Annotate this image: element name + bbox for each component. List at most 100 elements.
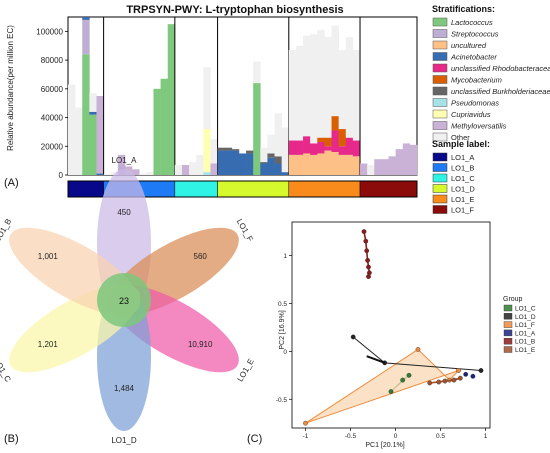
sample-strip-frame xyxy=(67,180,418,198)
sample-group-strip xyxy=(217,180,290,198)
x-tick-label: -1 xyxy=(303,433,309,440)
legend-swatch xyxy=(432,109,448,119)
bar-segment xyxy=(110,172,119,175)
y-axis-label: Relative abundance(per million EC) xyxy=(6,25,15,151)
sample-group-strip xyxy=(67,180,104,198)
bar-segment xyxy=(324,150,332,175)
bar-segment xyxy=(345,37,354,138)
data-point xyxy=(388,389,394,394)
sample-entry: LO1_B xyxy=(451,164,474,173)
bar-segment xyxy=(274,163,282,175)
bar-segment xyxy=(203,172,211,175)
data-point xyxy=(470,373,476,379)
bar-segment xyxy=(238,153,247,175)
bar-segment xyxy=(203,67,211,130)
bar-segment xyxy=(196,154,204,175)
bar-segment xyxy=(231,150,240,175)
bar-segment xyxy=(174,164,183,175)
bar-segment xyxy=(82,19,90,55)
data-point xyxy=(365,257,370,263)
venn-core-count: 23 xyxy=(119,296,129,306)
x-tick-label: 0.5 xyxy=(436,433,445,440)
bar-segment xyxy=(89,93,97,112)
legend-swatch xyxy=(432,75,448,84)
sample-label-title: Sample label: xyxy=(432,139,490,149)
bar-segment xyxy=(409,144,418,175)
legend-entry: Cupriavidus xyxy=(451,110,491,119)
legend-swatch xyxy=(503,304,513,312)
legend-entry: Other xyxy=(451,133,470,142)
legend-swatch xyxy=(432,63,448,73)
pca-plot-area: -1 -0.5 0 0.5 1 -0.5 0 0.5 1 xyxy=(276,221,491,440)
legend-swatch xyxy=(503,346,513,353)
bar-segment xyxy=(189,162,197,175)
panel-label: (C) xyxy=(247,433,262,445)
bar-segment xyxy=(246,150,254,154)
data-point xyxy=(427,380,433,386)
bar-segment xyxy=(274,113,282,157)
legend-entry: unclassified Burkholderiaceae xyxy=(451,87,550,96)
legend-swatch xyxy=(432,29,448,38)
bar-segment xyxy=(132,169,140,175)
y-tick-label: 0.5 xyxy=(278,301,287,308)
sample-entry: LO1_A xyxy=(451,153,474,162)
legend-entry: Methyloversatilis xyxy=(451,122,507,131)
bar-segment xyxy=(303,136,311,154)
panel-label: (B) xyxy=(4,433,19,445)
y-tick-label: 1 xyxy=(283,253,287,260)
bar-segment xyxy=(303,153,311,175)
bar-segment xyxy=(295,45,304,141)
bar-segment xyxy=(217,147,225,151)
bar-segment xyxy=(68,84,76,175)
data-point xyxy=(363,238,369,244)
data-point xyxy=(303,420,308,426)
legend: Stratifications: Lactococcus Streptococcus… xyxy=(432,4,550,215)
bar-segment xyxy=(167,24,176,175)
venn-set-label: LO1_A xyxy=(112,156,138,165)
y-tick-label: -0.5 xyxy=(276,397,288,404)
bar-segment xyxy=(388,156,396,175)
legend-entry: Acinetobacter xyxy=(450,53,497,62)
legend-swatch xyxy=(432,98,448,107)
legend-swatch xyxy=(503,313,513,320)
x-tick-label: -0.5 xyxy=(345,433,357,440)
sample-swatch xyxy=(432,163,448,172)
venn-set-label: LO1_D xyxy=(111,436,137,445)
bar-segment xyxy=(231,149,240,151)
bar-segment xyxy=(367,164,375,175)
data-point xyxy=(415,347,421,352)
y-tick-label: 20000 xyxy=(41,142,64,151)
bar-segment xyxy=(381,159,389,175)
bar-segment xyxy=(203,129,211,173)
legend-entry: LO1_E xyxy=(515,347,536,354)
bar-segment xyxy=(82,54,90,175)
venn-unique-count: 450 xyxy=(117,208,131,217)
bar-segment xyxy=(310,154,318,175)
bar-segment xyxy=(317,153,325,175)
bar-segment xyxy=(96,173,104,175)
legend-entry: LO1_C xyxy=(515,306,536,313)
legend-swatch xyxy=(432,86,448,96)
legend-entry: LO1_F xyxy=(515,322,535,329)
x-axis-label: PC1 [20.1%] xyxy=(365,442,404,449)
bar-segment xyxy=(338,146,347,155)
legend-swatch xyxy=(432,17,448,27)
bar-segment xyxy=(224,150,233,175)
legend-swatch xyxy=(503,329,513,337)
venn-core xyxy=(97,273,151,327)
bar-segment xyxy=(139,173,147,175)
sample-entry: LO1_E xyxy=(451,195,474,204)
bar-segment xyxy=(295,154,304,175)
venn-unique-count: 1,001 xyxy=(38,252,59,261)
sample-swatch xyxy=(432,152,448,162)
sample-swatch xyxy=(432,194,448,204)
panel-c-pca-scatter: -1 -0.5 0 0.5 1 -0.5 0 0.5 1 PC1 [20.1%] PC2 [16… xyxy=(247,221,536,449)
sample-group-strip xyxy=(174,180,218,198)
bar-segment xyxy=(75,107,83,175)
bar-segment xyxy=(267,134,275,154)
data-point xyxy=(406,372,412,378)
legend-swatch xyxy=(432,40,448,50)
panel-b-venn-diagram: 450LO1_A560LO1_F10,910LO1_E1,484LO1_D1,2… xyxy=(0,156,256,445)
y-tick-label: 100000 xyxy=(36,27,63,36)
